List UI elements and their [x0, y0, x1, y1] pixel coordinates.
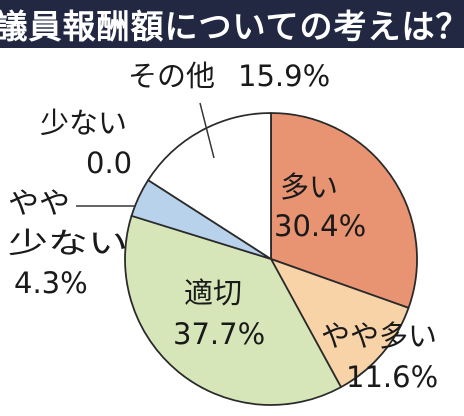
- chart-title: 議員報酬額についての考えは？: [0, 0, 464, 48]
- slice-value-ooi: 30.4%: [274, 209, 366, 243]
- slice-label-yaya-ooi: やや多い: [321, 319, 437, 353]
- slice-label-ooi: 多い: [280, 170, 338, 204]
- leader-line-other: [199, 102, 215, 159]
- slice-value-sukunai: 0.0: [86, 146, 132, 180]
- pie-slice-0: [270, 112, 418, 309]
- pie-slices: [124, 112, 418, 406]
- leader-lines: [76, 102, 215, 207]
- pie-slice-5: [147, 112, 272, 260]
- pie-slice-2: [124, 214, 342, 406]
- slice-value-tekisetsu: 37.7%: [173, 317, 265, 351]
- slice-label-tekisetsu: 適切: [184, 276, 242, 310]
- slice-label-yaya-sukunai-2: 少ない: [8, 226, 128, 260]
- slice-label-yaya-sukunai: やや: [8, 186, 70, 220]
- slice-value-yaya-sukunai: 4.3%: [14, 266, 88, 300]
- slice-label-sukunai: 少ない: [40, 106, 127, 140]
- slice-label-other: その他: [128, 59, 215, 93]
- slice-value-other: 15.9%: [238, 59, 330, 93]
- slice-value-yaya-ooi: 11.6%: [346, 360, 438, 394]
- pie-slice-1: [270, 258, 410, 389]
